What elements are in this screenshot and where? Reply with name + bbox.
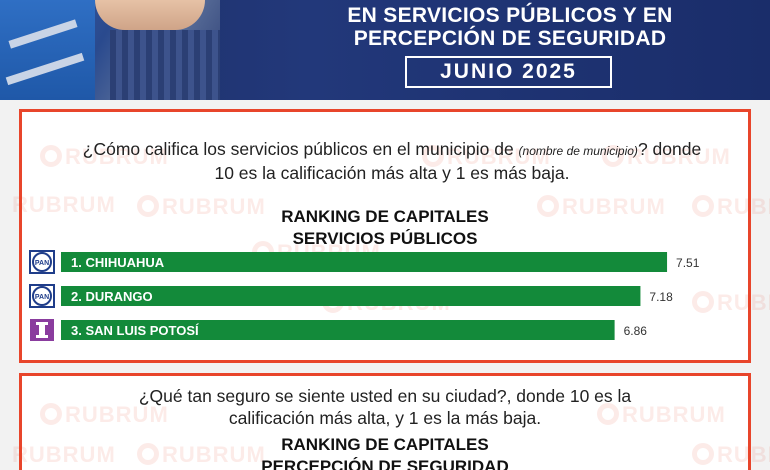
banner-title: EN SERVICIOS PÚBLICOS Y EN PERCEPCIÓN DE… — [300, 4, 720, 50]
bar — [61, 320, 615, 340]
bar-category-label: 3. SAN LUIS POTOSÍ — [71, 323, 199, 338]
services-panel: RUBRUM RUBRUM RUBRUM RUBRUM RUBRUM RUBRU… — [12, 109, 770, 363]
bar-value-label: 7.18 — [649, 290, 673, 304]
header-banner: EN SERVICIOS PÚBLICOS Y EN PERCEPCIÓN DE… — [0, 0, 770, 100]
banner-title-line2: PERCEPCIÓN DE SEGURIDAD — [353, 27, 667, 50]
bar-category-label: 1. CHIHUAHUA — [71, 255, 165, 270]
question-note: (nombre de municipio) — [518, 144, 638, 158]
independent-logo-base — [36, 335, 48, 338]
banner-title-line1: EN SERVICIOS PÚBLICOS Y EN — [347, 4, 673, 27]
services-ranking-title: RANKING DE CAPITALES SERVICIOS PÚBLICOS — [281, 207, 489, 248]
pan-logo-ring — [32, 252, 52, 272]
pan-logo-label: PAN — [35, 260, 49, 267]
bar — [61, 286, 641, 306]
pan-logo-ring — [32, 286, 52, 306]
independent-logo-bar — [39, 322, 45, 338]
bar-category-label: 2. DURANGO — [71, 289, 153, 304]
security-panel: RUBRUM RUBRUM RUBRUM RUBRUM RUBRUM ¿Qué … — [12, 373, 770, 470]
banner-date: JUNIO 2025 — [405, 56, 612, 88]
security-ranking-title: RANKING DE CAPITALES PERCEPCIÓN DE SEGUR… — [261, 435, 509, 470]
bar — [61, 252, 668, 272]
services-question: ¿Cómo califica los servicios públicos en… — [82, 139, 702, 183]
ranking-bar-chart: PAN 1. CHIHUAHUA 7.51 PAN 2. DURANGO 7.18 3. S… — [29, 250, 700, 341]
security-question: ¿Qué tan seguro se siente usted en su ci… — [138, 386, 632, 428]
bar-value-label: 6.86 — [624, 324, 648, 338]
independent-logo-top — [36, 322, 48, 325]
pan-logo-label: PAN — [35, 294, 49, 301]
header-photo — [0, 0, 220, 100]
bar-value-label: 7.51 — [676, 256, 700, 270]
